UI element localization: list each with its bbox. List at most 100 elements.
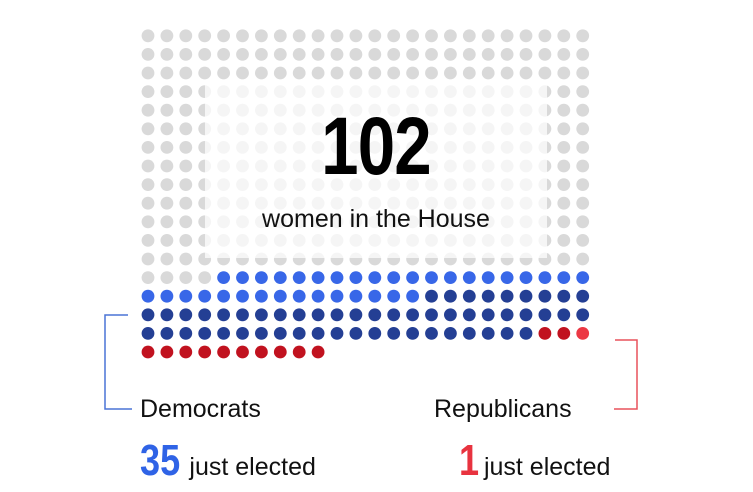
seat-dot-woman: [273, 308, 287, 322]
seat-dot: [576, 178, 590, 192]
seat-dot-woman: [141, 308, 155, 322]
seat-dot: [311, 29, 325, 43]
seat-dot-woman: [576, 327, 590, 340]
seat-dot-woman: [273, 327, 287, 340]
seat-dot: [557, 29, 571, 43]
seat-dot: [425, 48, 438, 61]
seat-dot-woman: [519, 271, 533, 284]
seat-dot: [538, 48, 552, 61]
seat-dot: [576, 66, 590, 80]
seat-dot: [538, 29, 552, 43]
seat-dot-woman: [481, 289, 495, 303]
seat-dot-woman: [538, 271, 552, 284]
seat-dot: [481, 48, 495, 61]
seat-dot: [292, 48, 306, 61]
seat-dot-woman: [538, 289, 552, 303]
seat-dot-woman: [425, 271, 438, 284]
seat-dot: [160, 215, 174, 229]
republicans-just-elected-text: just elected: [483, 453, 611, 481]
seat-dot: [160, 85, 174, 98]
seat-dot: [141, 215, 155, 229]
seat-dot: [217, 29, 231, 43]
seat-dot-woman: [519, 289, 533, 303]
seat-dot-woman: [557, 308, 571, 322]
seat-dot: [576, 48, 590, 61]
seat-dot: [179, 85, 193, 98]
seat-dot-woman: [141, 345, 155, 359]
seat-dot: [576, 196, 590, 210]
seat-dot: [576, 85, 590, 98]
seat-dot: [557, 66, 571, 80]
seat-dot-woman: [576, 308, 590, 322]
seat-dot: [198, 271, 212, 284]
seat-dot-woman: [500, 308, 514, 322]
seat-dot: [387, 29, 401, 43]
seat-dot: [179, 252, 193, 266]
seat-dot-woman: [179, 289, 193, 303]
seat-dot-woman: [444, 308, 457, 322]
seat-dot-woman: [273, 289, 287, 303]
seat-dot-woman: [292, 327, 306, 340]
seat-dot: [160, 48, 174, 61]
seat-dot: [141, 141, 155, 154]
seat-dot: [349, 29, 363, 43]
seat-dot-woman: [217, 289, 231, 303]
seat-dot: [349, 66, 363, 80]
republicans-bracket: [614, 339, 638, 410]
seat-dot-woman: [387, 271, 401, 284]
seat-dot-woman: [368, 327, 382, 340]
seat-dot-woman: [538, 327, 552, 340]
seat-dot-woman: [160, 327, 174, 340]
seat-dot-woman: [160, 345, 174, 359]
seat-dot-woman: [236, 308, 249, 322]
seat-dot: [330, 48, 344, 61]
seat-dot: [160, 234, 174, 247]
seat-dot-woman: [387, 327, 401, 340]
seat-dot-woman: [444, 271, 457, 284]
seat-dot-woman: [576, 271, 590, 284]
seat-dot-woman: [311, 271, 325, 284]
seat-dot: [179, 234, 193, 247]
seat-dot-woman: [406, 327, 419, 340]
seat-dot: [160, 159, 174, 173]
seat-dot: [160, 271, 174, 284]
seat-dot-woman: [368, 271, 382, 284]
seat-dot-woman: [217, 271, 231, 284]
seat-dot-woman: [500, 327, 514, 340]
seat-dot-woman: [462, 271, 476, 284]
seat-dot-woman: [179, 327, 193, 340]
seat-dot: [557, 215, 571, 229]
seat-dot: [236, 48, 249, 61]
seat-dot: [141, 48, 155, 61]
seat-dot: [292, 29, 306, 43]
seat-dot: [141, 178, 155, 192]
seat-dot-woman: [557, 271, 571, 284]
seat-dot-woman: [557, 327, 571, 340]
seat-dot: [406, 29, 419, 43]
seat-dot: [160, 178, 174, 192]
seat-dot-woman: [217, 345, 231, 359]
seat-dot: [255, 29, 268, 43]
seat-dot: [311, 48, 325, 61]
seat-dot-woman: [330, 327, 344, 340]
seat-dot: [179, 141, 193, 154]
seat-dot-woman: [387, 308, 401, 322]
seat-dot-woman: [519, 308, 533, 322]
democrats-new-count: 35: [140, 436, 181, 485]
seat-dot-woman: [255, 271, 268, 284]
seat-dot: [349, 48, 363, 61]
seat-dot: [179, 122, 193, 136]
seat-dot: [255, 48, 268, 61]
seat-dot: [141, 103, 155, 117]
seat-dot: [387, 48, 401, 61]
seat-dot: [160, 122, 174, 136]
seat-dot-woman: [179, 345, 193, 359]
seat-dot-woman: [368, 308, 382, 322]
seat-dot: [557, 159, 571, 173]
seat-dot-woman: [444, 289, 457, 303]
seat-dot-woman: [519, 327, 533, 340]
seat-dot: [519, 66, 533, 80]
seat-dot: [141, 29, 155, 43]
seat-dot-woman: [387, 289, 401, 303]
seat-dot: [236, 66, 249, 80]
